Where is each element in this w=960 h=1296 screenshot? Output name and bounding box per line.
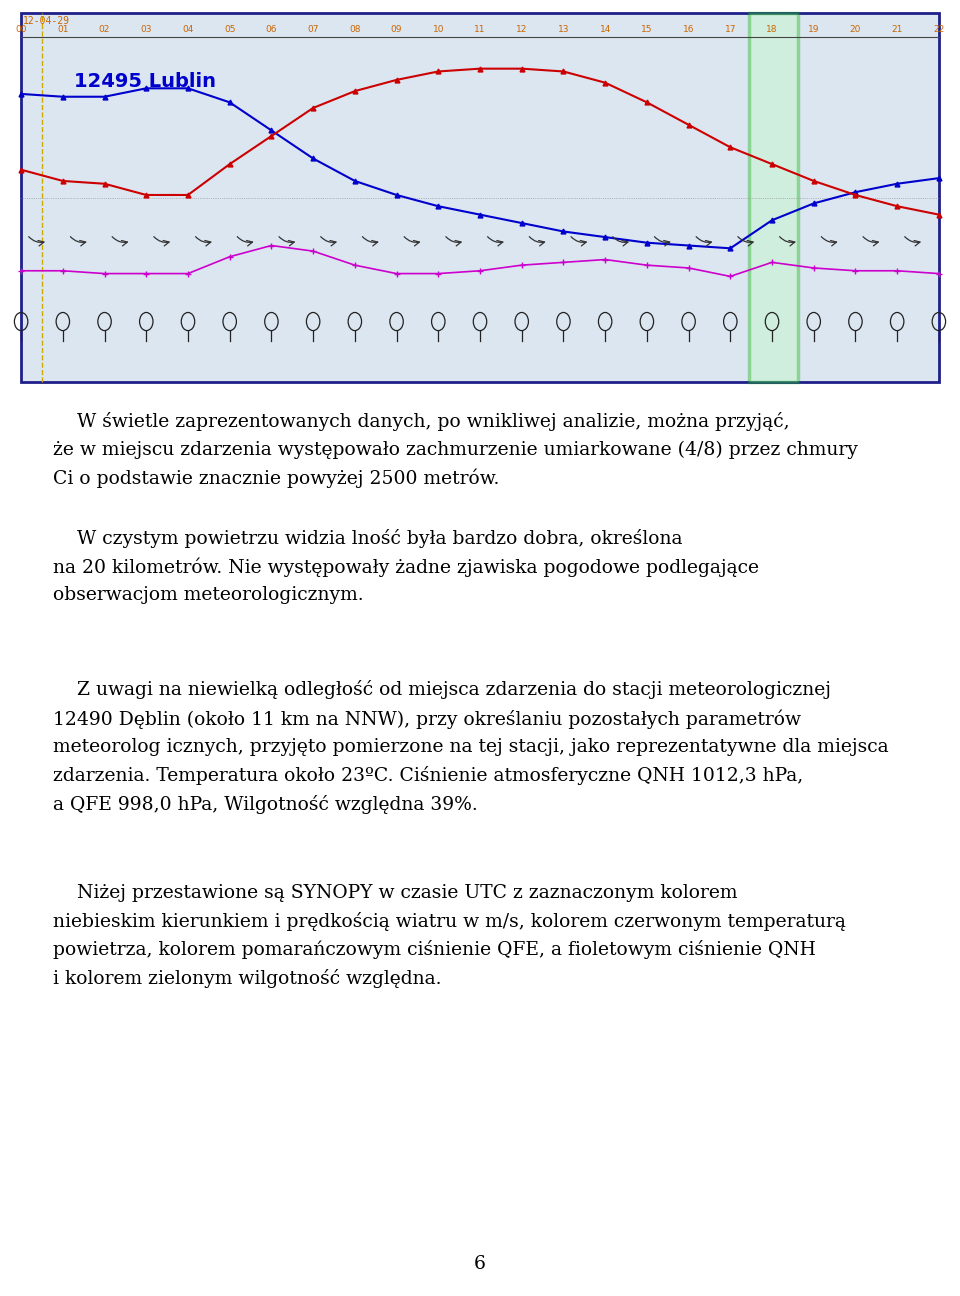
- Text: 05: 05: [224, 26, 235, 35]
- Bar: [21, 13, 939, 382]
- Text: 14: 14: [599, 26, 611, 35]
- Text: 17: 17: [725, 26, 736, 35]
- Text: 04: 04: [182, 26, 194, 35]
- Text: 08: 08: [349, 26, 361, 35]
- Text: 03: 03: [140, 26, 152, 35]
- Text: 09: 09: [391, 26, 402, 35]
- Text: 20: 20: [850, 26, 861, 35]
- Text: 00: 00: [15, 26, 27, 35]
- Text: 18: 18: [766, 26, 778, 35]
- Text: 01: 01: [57, 26, 68, 35]
- Text: 16: 16: [683, 26, 694, 35]
- Text: 06: 06: [266, 26, 277, 35]
- Text: Z uwagi na niewielką odległość od miejsca zdarzenia do stacji meteorologicznej
1: Z uwagi na niewielką odległość od miejsc…: [53, 680, 888, 814]
- Text: 13: 13: [558, 26, 569, 35]
- Text: 12: 12: [516, 26, 527, 35]
- Text: W świetle zaprezentowanych danych, po wnikliwej analizie, można przyjąć,
że w mi: W świetle zaprezentowanych danych, po wn…: [53, 412, 857, 489]
- Text: 10: 10: [433, 26, 444, 35]
- Text: 02: 02: [99, 26, 110, 35]
- Text: 11: 11: [474, 26, 486, 35]
- Text: 6: 6: [474, 1255, 486, 1273]
- Text: 12-04-29: 12-04-29: [23, 16, 70, 26]
- Text: 22: 22: [933, 26, 945, 35]
- Text: 12495 Lublin: 12495 Lublin: [74, 71, 216, 91]
- Text: W czystym powietrzu widzia lność była bardzo dobra, określona
na 20 kilometrów. : W czystym powietrzu widzia lność była ba…: [53, 529, 758, 604]
- Text: 19: 19: [808, 26, 820, 35]
- Text: Niżej przestawione są SYNOPY w czasie UTC z zaznaczonym kolorem
niebieskim kieru: Niżej przestawione są SYNOPY w czasie UT…: [53, 884, 846, 988]
- Text: 15: 15: [641, 26, 653, 35]
- Text: 07: 07: [307, 26, 319, 35]
- Bar: [749, 13, 799, 382]
- Text: 21: 21: [892, 26, 902, 35]
